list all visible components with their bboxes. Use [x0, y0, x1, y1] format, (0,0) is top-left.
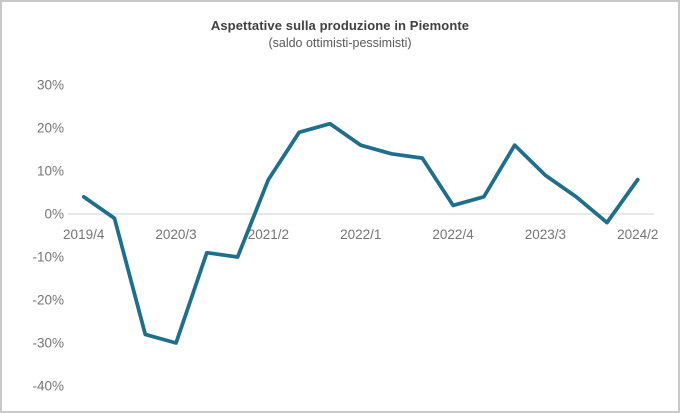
x-axis-tick-label: 2023/3	[525, 227, 566, 242]
y-axis-tick-label: -10%	[32, 250, 64, 265]
x-axis-tick-label: 2024/2	[617, 227, 658, 242]
chart-title: Aspettative sulla produzione in Piemonte	[210, 18, 470, 33]
y-axis-tick-label: -30%	[32, 336, 64, 351]
x-axis-tick-label: 2022/1	[340, 227, 381, 242]
y-axis-tick-label: 30%	[37, 78, 64, 93]
y-axis-tick-label: -40%	[32, 379, 64, 394]
x-axis-tick-label: 2019/4	[63, 227, 105, 242]
x-axis-tick-label: 2021/2	[248, 227, 289, 242]
data-series-line	[81, 121, 640, 345]
y-axis-tick-label: -20%	[32, 293, 64, 308]
chart-subtitle: (saldo ottimisti-pessimisti)	[268, 36, 412, 50]
y-axis-tick-label: 0%	[44, 207, 64, 222]
y-axis-tick-label: 20%	[37, 121, 64, 136]
y-axis-tick-label: 10%	[37, 164, 64, 179]
x-axis-tick-label: 2020/3	[155, 227, 196, 242]
x-axis-tick-label: 2022/4	[432, 227, 474, 242]
